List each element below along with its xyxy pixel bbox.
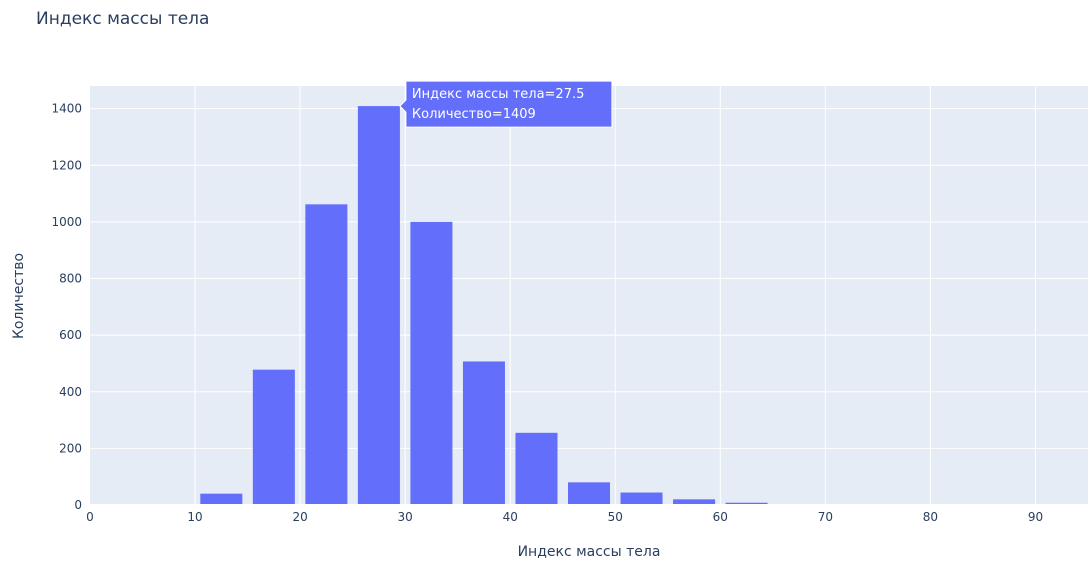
bar: [462, 361, 505, 505]
bars-group: [200, 106, 1031, 506]
bar: [567, 482, 611, 505]
y-tick-label: 800: [59, 272, 82, 286]
bar: [725, 502, 768, 505]
tooltip-line-2: Количество=1409: [412, 107, 536, 122]
x-tick-label: 40: [503, 510, 518, 524]
x-tick-label: 80: [923, 510, 938, 524]
x-tick-label: 60: [713, 510, 728, 524]
plot-area: [90, 86, 1088, 505]
y-tick-label: 1200: [51, 158, 82, 172]
y-tick-labels: 0 200 400 600 800 1000 1200 1400: [51, 102, 82, 512]
x-tick-label: 50: [608, 510, 623, 524]
y-axis-title: Количество: [11, 253, 27, 339]
bar: [620, 492, 663, 505]
bar: [673, 499, 716, 505]
x-tick-label: 0: [86, 510, 94, 524]
x-tick-labels: 0 10 20 30 40 50 60 70 80 90: [86, 510, 1043, 524]
x-tick-label: 70: [818, 510, 833, 524]
y-tick-label: 400: [59, 385, 82, 399]
hover-tooltip: Индекс массы тела=27.5 Количество=1409: [399, 80, 613, 128]
bar: [305, 204, 348, 506]
tooltip-line-1: Индекс массы тела=27.5: [412, 87, 585, 102]
bar: [410, 221, 453, 505]
bar: [515, 432, 558, 505]
chart-title: Индекс массы тела: [36, 9, 209, 29]
bar: [200, 493, 243, 505]
x-tick-label: 90: [1028, 510, 1043, 524]
x-tick-label: 20: [292, 510, 307, 524]
y-tick-label: 200: [59, 441, 82, 455]
y-tick-label: 600: [59, 328, 82, 342]
x-tick-label: 30: [398, 510, 413, 524]
bar: [252, 369, 295, 505]
tooltip-box: [399, 80, 613, 128]
x-axis-title: Индекс массы тела: [518, 544, 661, 560]
y-tick-label: 0: [74, 498, 82, 512]
y-tick-label: 1400: [51, 102, 82, 116]
y-tick-label: 1000: [51, 215, 82, 229]
bar: [357, 106, 400, 505]
x-tick-label: 10: [187, 510, 202, 524]
